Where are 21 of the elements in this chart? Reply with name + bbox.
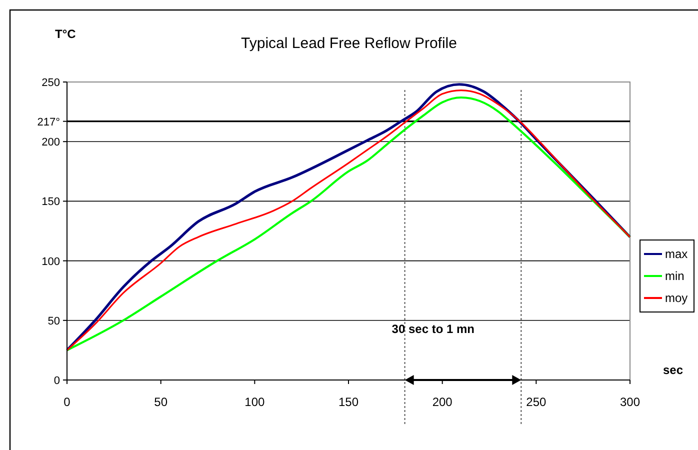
x-tick-label: 150 [338,395,359,409]
legend-label: max [665,247,688,261]
x-tick-label: 50 [154,395,168,409]
y-tick-label: 217° [37,116,60,128]
x-tick-label: 0 [64,395,71,409]
y-tick-label: 100 [42,256,60,268]
chart-title: Typical Lead Free Reflow Profile [241,35,457,52]
y-axis-title: T°C [55,27,76,41]
y-tick-label: 150 [42,196,60,208]
y-tick-label: 200 [42,136,60,149]
x-axis-title: sec [663,363,684,377]
x-tick-label: 100 [244,395,265,409]
legend-label: min [665,269,684,283]
x-tick-label: 250 [526,395,546,409]
y-tick-label: 50 [48,315,60,328]
legend-label: moy [665,291,688,305]
annotation: 30 sec to 1 mn [392,322,475,336]
y-tick-label: 250 [42,77,60,89]
x-tick-label: 200 [432,395,453,409]
y-tick-label: 0 [54,375,60,387]
x-tick-label: 300 [620,395,640,409]
